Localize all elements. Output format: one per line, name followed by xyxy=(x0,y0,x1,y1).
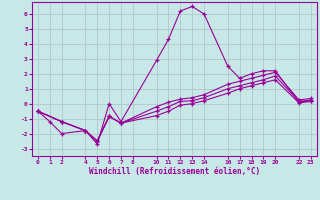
X-axis label: Windchill (Refroidissement éolien,°C): Windchill (Refroidissement éolien,°C) xyxy=(89,167,260,176)
